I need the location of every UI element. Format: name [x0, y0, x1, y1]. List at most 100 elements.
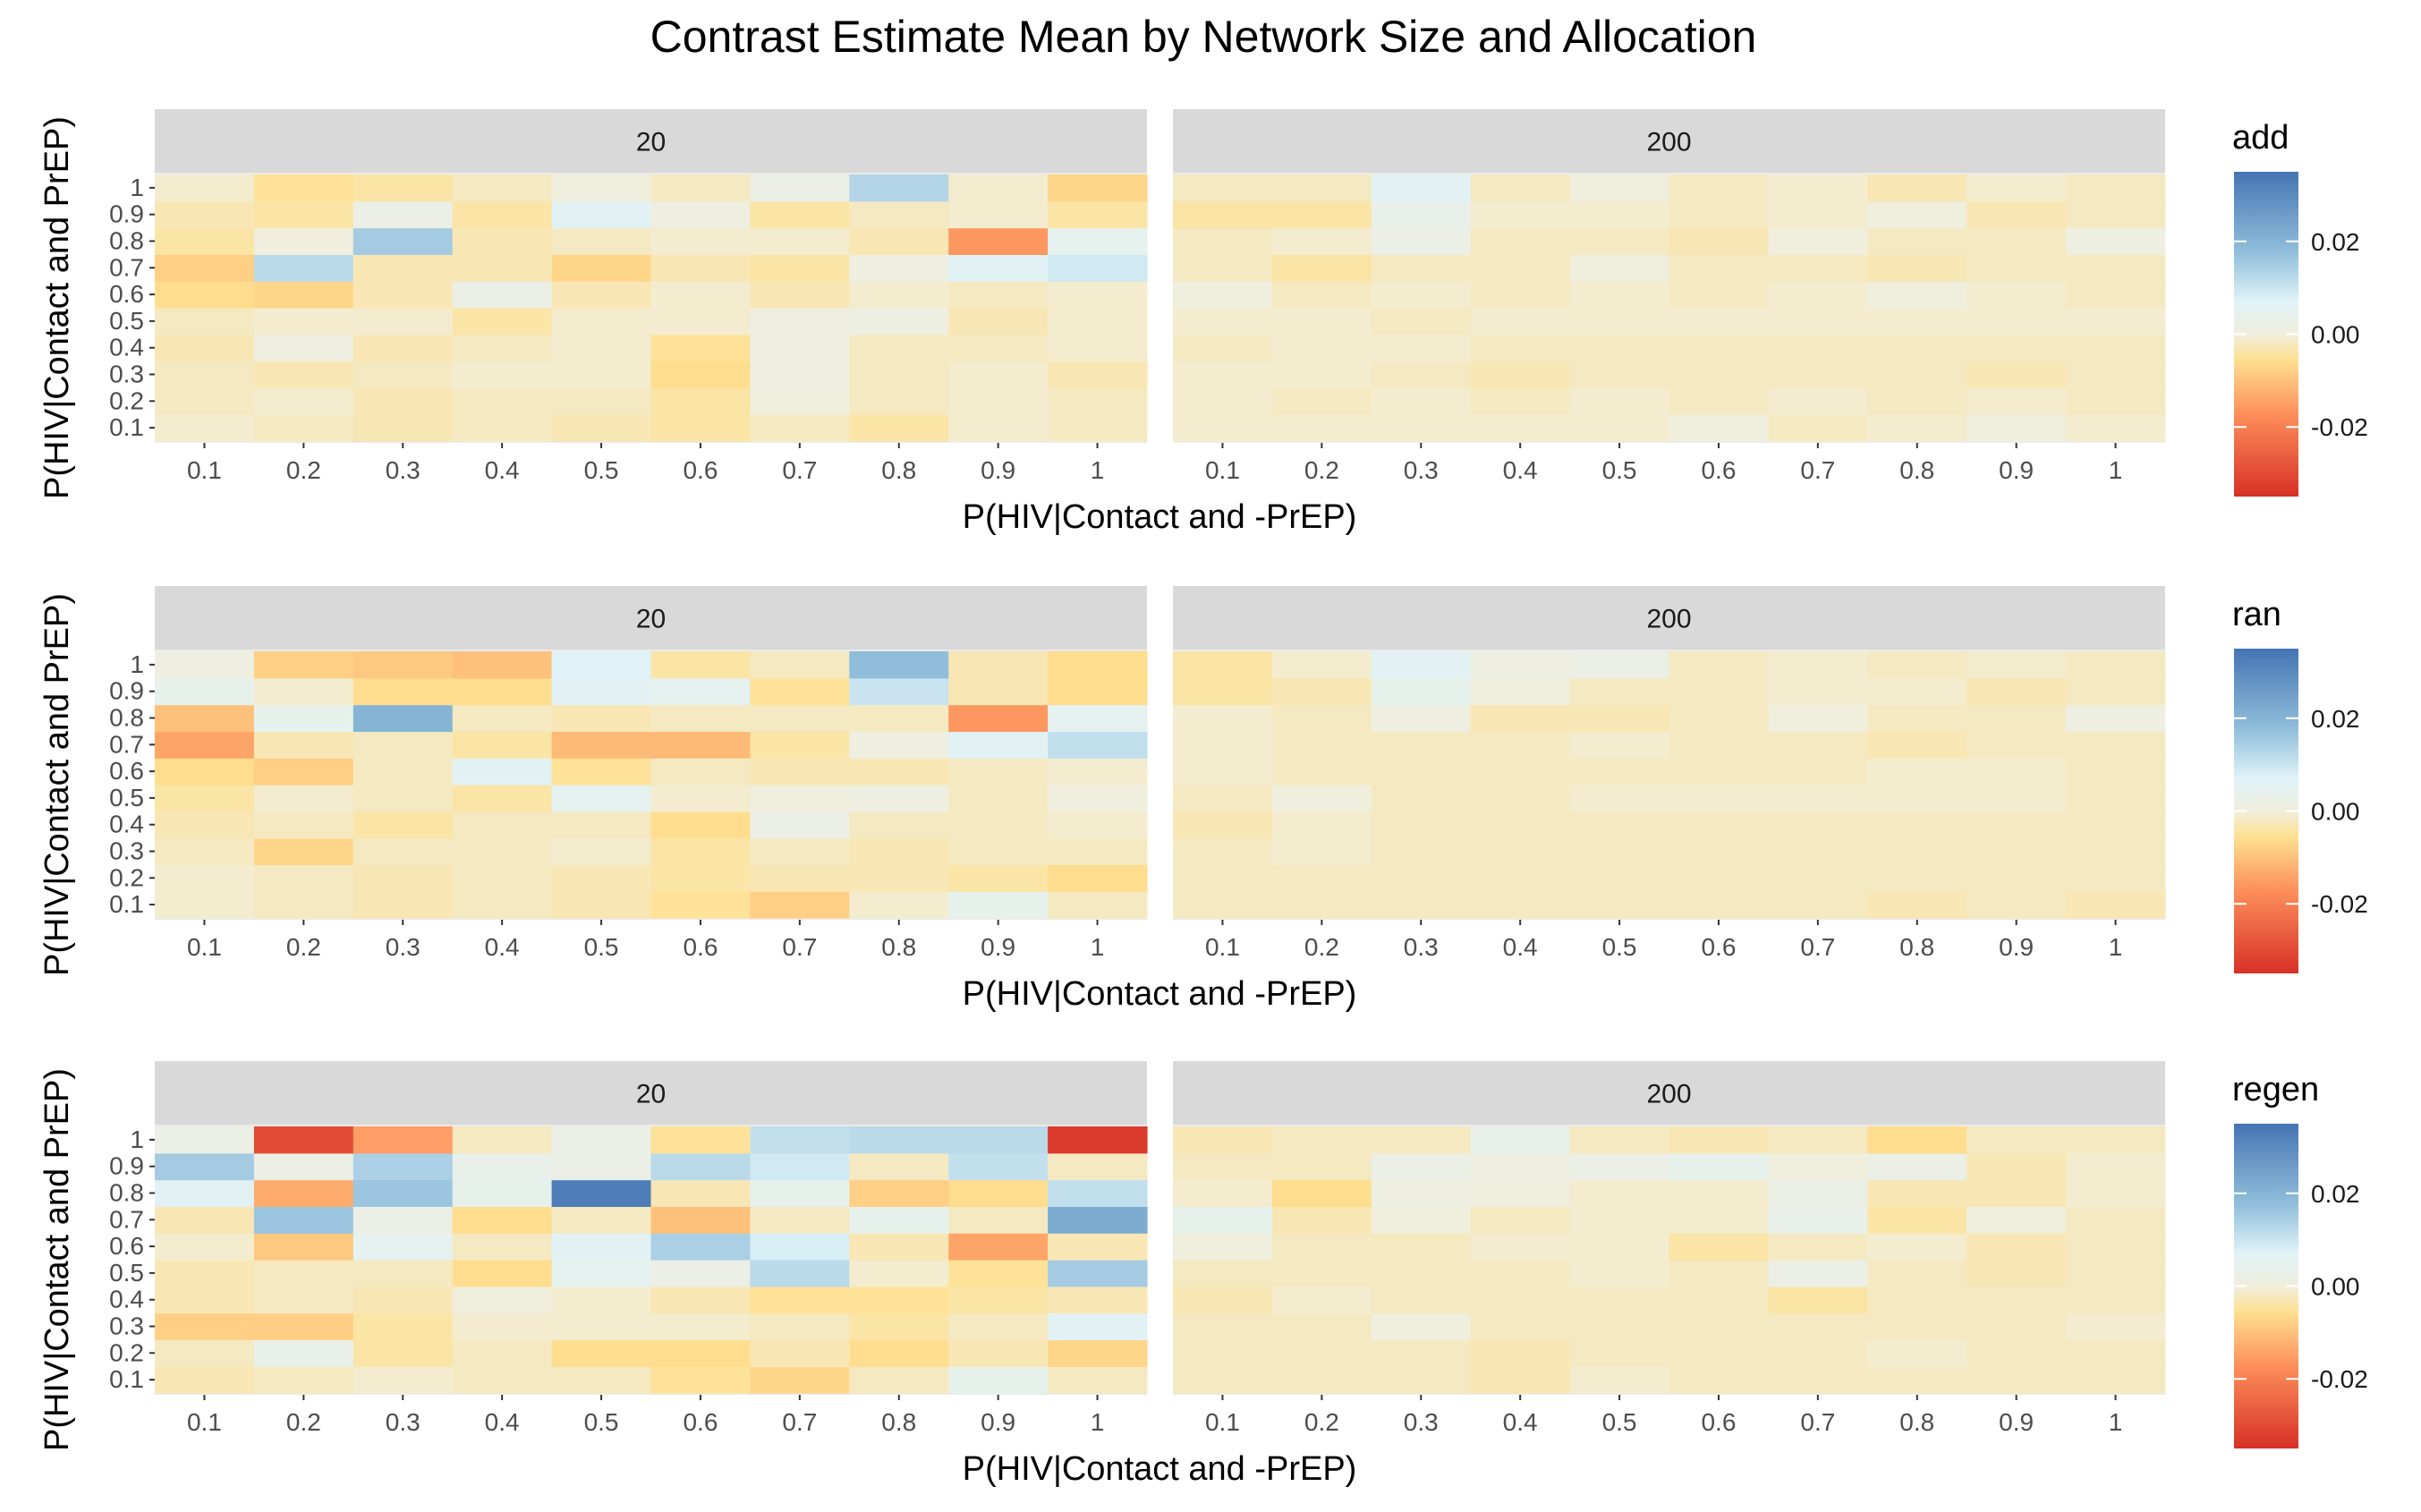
heatmap-cell — [253, 1339, 354, 1367]
heatmap-cell — [1173, 1339, 1273, 1367]
heatmap-cell — [1173, 174, 1273, 202]
heatmap-cell — [253, 758, 354, 786]
heatmap-cell — [1048, 414, 1148, 442]
heatmap-cell — [1867, 361, 1967, 388]
heatmap-cell — [452, 281, 553, 309]
y-tick-label: 0.6 — [109, 1232, 144, 1260]
heatmap-cell — [353, 837, 454, 865]
heatmap-cell — [452, 891, 553, 919]
heatmap-cell — [1271, 864, 1372, 892]
heatmap-cell — [849, 1206, 949, 1234]
heatmap-cell — [2066, 254, 2166, 282]
heatmap-cell — [750, 200, 850, 229]
heatmap-cell — [1967, 334, 2067, 362]
heatmap-cell — [1867, 731, 1967, 759]
heatmap-cell — [1173, 704, 1273, 732]
heatmap-cell — [353, 387, 454, 415]
heatmap-cell — [1271, 891, 1372, 919]
heatmap-cell — [353, 414, 454, 442]
x-tick-label: 0.2 — [1304, 933, 1339, 961]
x-tick-label: 0.5 — [584, 933, 619, 961]
heatmap-cell — [1967, 1286, 2067, 1314]
heatmap-cell — [1967, 1179, 2067, 1207]
heatmap-cell — [948, 334, 1049, 362]
heatmap-cell — [1967, 704, 2067, 732]
heatmap-cell — [1271, 1366, 1372, 1394]
facet-strip-label: 200 — [1646, 1080, 1691, 1109]
heatmap-cell — [253, 1286, 354, 1314]
heatmap-cell — [551, 1179, 652, 1207]
heatmap-cell — [1669, 227, 1769, 255]
heatmap-cell — [353, 1179, 454, 1207]
heatmap-cell — [1967, 254, 2067, 282]
heatmap-cell — [1768, 1339, 1868, 1367]
heatmap-cell — [1768, 785, 1868, 812]
heatmap-cell — [1967, 837, 2067, 865]
heatmap-cell — [1470, 1339, 1571, 1367]
heatmap-cell — [849, 758, 949, 786]
heatmap-cell — [849, 731, 949, 759]
heatmap-cell — [1569, 1206, 1670, 1234]
heatmap-cell — [1867, 811, 1967, 839]
heatmap-cell — [650, 651, 751, 679]
heatmap-cell — [1768, 1206, 1868, 1234]
x-tick-label: 1 — [1091, 1408, 1105, 1436]
heatmap-cell — [155, 704, 255, 732]
heatmap-cell — [2066, 1233, 2166, 1261]
x-tick-label: 0.2 — [286, 933, 321, 961]
heatmap-cell — [253, 281, 354, 309]
heatmap-cell — [353, 334, 454, 362]
x-tick-label: 0.4 — [1503, 456, 1538, 484]
x-tick-label: 0.2 — [286, 456, 321, 484]
heatmap-cell — [1470, 704, 1571, 732]
heatmap-cell — [2066, 361, 2166, 388]
heatmap-cell — [155, 227, 255, 255]
heatmap-cell — [750, 1366, 850, 1394]
facet-ran-20: 20 0.1 0.2 0.3 0.4 0.5 0.6 0.7 0.8 0.9 1 — [155, 586, 1148, 961]
heatmap-cell — [1867, 677, 1967, 706]
heatmap-cell — [650, 731, 751, 759]
y-tick-label: 0.4 — [109, 334, 144, 361]
heatmap-cell — [452, 864, 553, 892]
heatmap-cell — [750, 758, 850, 786]
heatmap-cell — [452, 811, 553, 839]
heatmap-cell — [849, 1260, 949, 1287]
heatmap-cell — [1768, 1312, 1868, 1340]
y-tick-label: 0.3 — [109, 1312, 144, 1340]
heatmap-cell — [1569, 1126, 1670, 1154]
heatmap-cell — [1867, 1260, 1967, 1287]
x-tick-label: 0.6 — [683, 933, 718, 961]
x-tick-label: 0.6 — [1701, 933, 1736, 961]
heatmap-cell — [1048, 651, 1148, 679]
heatmap-cell — [849, 1339, 949, 1367]
heatmap-cell — [750, 1260, 850, 1287]
legend-tick-label: 0.00 — [2311, 798, 2360, 826]
heatmap-cell — [353, 254, 454, 282]
heatmap-cell — [1669, 200, 1769, 229]
heatmap-cell — [1048, 1260, 1148, 1287]
heatmap-cell — [551, 308, 652, 336]
heatmap-cell — [1867, 837, 1967, 865]
heatmap-cell — [948, 731, 1049, 759]
heatmap-cell — [353, 1339, 454, 1367]
heatmap-cell — [1669, 1126, 1769, 1154]
heatmap-cell — [155, 731, 255, 759]
heatmap-cell — [750, 1126, 850, 1154]
y-tick-label: 0.8 — [109, 704, 144, 732]
y-tick-label: 1 — [130, 174, 144, 201]
x-tick-label: 0.3 — [1404, 933, 1439, 961]
heatmap-cell — [1470, 200, 1571, 229]
heatmap-cell — [650, 1312, 751, 1340]
heatmap-cell — [1371, 1152, 1472, 1181]
y-tick-label: 0.3 — [109, 837, 144, 865]
heatmap-cell — [452, 1126, 553, 1154]
heatmap-cell — [155, 254, 255, 282]
heatmap-cell — [155, 1233, 255, 1261]
facet-strip — [1173, 586, 2165, 650]
heatmap-cell — [849, 704, 949, 732]
y-tick-label: 0.2 — [109, 386, 144, 414]
heatmap-cell — [948, 1126, 1049, 1154]
heatmap-cell — [1768, 334, 1868, 362]
heatmap-cell — [750, 785, 850, 812]
